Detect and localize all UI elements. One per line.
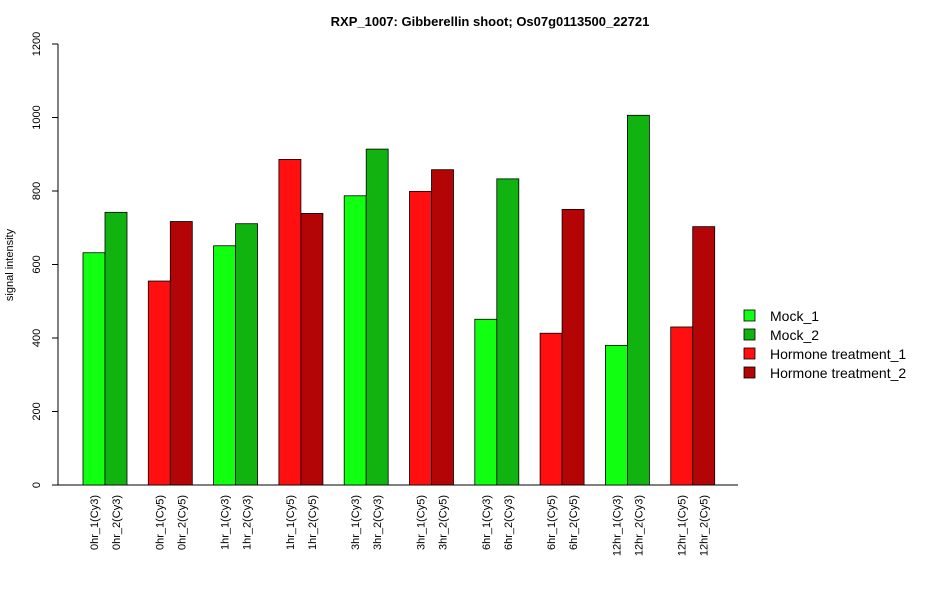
legend-swatch	[743, 328, 756, 341]
legend: Mock_1 Mock_2 Hormone treatment_1 Hormone t…	[743, 308, 906, 381]
bar-12hr_2(Cy3)	[627, 114, 650, 486]
bar-6hr_2(Cy3)	[496, 178, 520, 486]
bar-12hr_2(Cy5)	[692, 226, 716, 486]
bar-12hr_1(Cy5)	[670, 326, 694, 486]
x-tick-label: 12hr_1(Cy3)	[611, 495, 623, 556]
bar-0hr_2(Cy5)	[169, 221, 193, 486]
bar-1hr_2(Cy3)	[235, 223, 259, 486]
bar-3hr_1(Cy5)	[409, 190, 432, 486]
bar-3hr_1(Cy3)	[343, 195, 367, 486]
x-tick-label: 3hr_1(Cy3)	[350, 495, 362, 550]
bar-0hr_2(Cy3)	[104, 211, 128, 486]
y-axis-label: signal intensity	[4, 228, 16, 301]
bar-6hr_1(Cy3)	[474, 318, 498, 486]
bars	[82, 114, 716, 486]
y-tick-label: 800	[31, 182, 43, 200]
x-tick-label: 6hr_2(Cy3)	[503, 495, 515, 550]
y-tick-label: 1200	[31, 32, 43, 56]
bar-3hr_2(Cy5)	[431, 169, 454, 486]
bar-3hr_2(Cy3)	[365, 148, 389, 486]
x-tick-label: 6hr_1(Cy5)	[546, 495, 558, 550]
x-tick-label: 12hr_2(Cy3)	[633, 495, 645, 556]
bar-0hr_1(Cy5)	[147, 280, 171, 486]
x-tick-label: 1hr_2(Cy3)	[242, 495, 254, 550]
x-tick-label: 3hr_2(Cy5)	[438, 495, 450, 550]
x-tick-label: 0hr_1(Cy3)	[89, 495, 101, 550]
y-tick-label: 400	[31, 329, 43, 347]
legend-swatch	[743, 309, 756, 322]
bar-6hr_1(Cy5)	[539, 332, 563, 486]
legend-swatch	[743, 366, 756, 379]
bar-1hr_2(Cy5)	[300, 213, 324, 486]
legend-label: Hormone treatment_2	[770, 365, 906, 381]
bar-1hr_1(Cy3)	[213, 245, 237, 486]
x-tick-label: 0hr_2(Cy3)	[111, 495, 123, 550]
y-tick-label: 1000	[31, 105, 43, 129]
bar-12hr_1(Cy3)	[605, 344, 628, 486]
bar-6hr_2(Cy5)	[561, 208, 585, 486]
x-tick-label: 6hr_1(Cy3)	[481, 495, 493, 550]
legend-label: Mock_1	[770, 308, 819, 324]
y-tick-label: 600	[31, 255, 43, 273]
legend-label: Mock_2	[770, 327, 819, 343]
y-tick-label: 0	[31, 482, 43, 488]
x-tick-label: 12hr_2(Cy5)	[699, 495, 711, 556]
y-axis: 0 200 400 600 800 1000 1200	[31, 32, 59, 488]
x-tick-label: 3hr_2(Cy3)	[372, 495, 384, 550]
y-tick-label: 200	[31, 402, 43, 420]
bar-0hr_1(Cy3)	[82, 252, 106, 486]
x-tick-label: 6hr_2(Cy5)	[568, 495, 580, 550]
chart-title: RXP_1007: Gibberellin shoot; Os07g011350…	[331, 14, 650, 29]
bar-1hr_1(Cy5)	[278, 158, 302, 486]
x-tick-label: 1hr_1(Cy3)	[220, 495, 232, 550]
legend-swatch	[743, 347, 756, 360]
x-tick-labels: 0hr_1(Cy3) 0hr_2(Cy3) 0hr_1(Cy5) 0hr_2(Cy5)…	[89, 495, 711, 556]
legend-label: Hormone treatment_1	[770, 346, 906, 362]
x-tick-label: 0hr_2(Cy5)	[176, 495, 188, 550]
x-tick-label: 0hr_1(Cy5)	[154, 495, 166, 550]
x-tick-label: 12hr_1(Cy5)	[677, 495, 689, 556]
x-tick-label: 1hr_1(Cy5)	[285, 495, 297, 550]
x-tick-label: 3hr_1(Cy5)	[416, 495, 428, 550]
x-tick-label: 1hr_2(Cy5)	[307, 495, 319, 550]
